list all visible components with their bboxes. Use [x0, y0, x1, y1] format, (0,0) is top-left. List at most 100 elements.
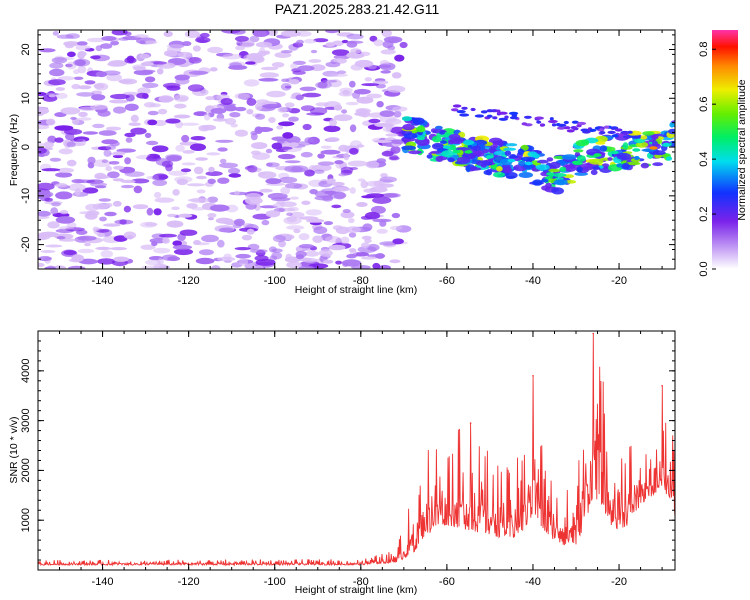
spectrogram-noise-blob [366, 93, 382, 99]
spectrogram-noise-blob [376, 158, 386, 164]
spectrogram-noise-blob [193, 166, 204, 175]
spectrogram-noise-blob [207, 46, 224, 54]
spectrogram-noise-blob [252, 152, 271, 160]
spectrogram-noise-blob [304, 169, 315, 177]
spectrogram-noise-blob [372, 218, 392, 223]
spectrogram-noise-blob [192, 45, 201, 52]
spectrogram-noise-blob [372, 262, 381, 269]
spectrogram-noise-blob [352, 91, 361, 99]
spectrogram-track-core [662, 142, 671, 147]
spectrogram-noise-blob [246, 228, 255, 235]
spectrogram-noise-blob [66, 159, 77, 167]
spectrogram-noise-blob [298, 244, 315, 249]
spectrogram-noise-blob [100, 250, 114, 258]
spectrogram-noise-blob [390, 225, 403, 231]
spectrogram-track-blob [403, 132, 418, 139]
spectrogram-noise-blob [341, 109, 348, 114]
spectrogram-track-blob [546, 157, 554, 162]
spectrogram-noise-blob [212, 118, 228, 122]
spectrogram-noise-blob [361, 195, 376, 199]
spectrogram-noise-blob [399, 41, 408, 49]
spectrogram-noise-blob [188, 70, 209, 75]
spectrogram-noise-blob [262, 103, 282, 109]
spectrogram-track-blob [622, 142, 629, 150]
spectrogram-noise-blob [284, 160, 301, 164]
spectrogram-track-blob [633, 138, 646, 144]
spectrogram-noise-blob [119, 219, 127, 225]
spectrogram-noise-blob [56, 34, 74, 39]
spectrogram-noise-blob [300, 151, 313, 158]
spectrogram-noise-blob [337, 70, 347, 75]
spectrogram-noise-blob [49, 68, 65, 77]
spectrogram-noise-blob [77, 117, 92, 121]
spectrogram-noise-blob [195, 157, 208, 161]
spectrogram-noise-blob [249, 249, 268, 254]
spectrogram-noise-blob [331, 49, 350, 56]
spectrogram-noise-blob [372, 80, 389, 85]
spectrogram-noise-blob [139, 53, 150, 59]
spectrogram-noise-blob [97, 258, 116, 265]
spectrogram-noise-blob [68, 183, 86, 192]
spectrogram-noise-blob [298, 265, 315, 269]
spectrogram-noise-blob [157, 174, 169, 180]
spectrogram-noise-blob [279, 176, 298, 184]
spectrogram-noise-blob [222, 53, 242, 60]
spectrogram-noise-blob [373, 180, 385, 187]
spectrogram-track-blob [573, 149, 584, 153]
spectrogram-noise-blob [143, 102, 156, 108]
spectrogram-noise-blob [364, 211, 381, 220]
spectrogram-noise-blob [145, 259, 161, 266]
chart-title: PAZ1.2025.283.21.42.G11 [275, 1, 440, 17]
spectrogram-noise-blob [368, 118, 381, 124]
spectrogram-noise-blob [97, 232, 106, 237]
snr-ylabel: SNR (10 * v/v) [8, 416, 20, 483]
spectrogram-noise-blob [94, 175, 110, 179]
spectrogram-noise-blob [349, 147, 359, 155]
spectrogram-branch-blob [614, 128, 623, 132]
spectrogram-noise-blob [385, 118, 402, 125]
spectrogram-track-blob [431, 135, 442, 143]
spectrogram-track-blob [591, 166, 601, 170]
spectrogram-track-blob [472, 145, 481, 151]
spectrogram-noise-blob [188, 57, 202, 64]
spectrogram-noise-blob [124, 57, 137, 64]
spectrogram-noise-blob [245, 61, 256, 65]
spectrogram-track-blob [448, 134, 461, 140]
spectrogram-noise-blob [325, 30, 339, 34]
spectrogram-track-blob [435, 125, 443, 130]
spectrogram-noise-blob [381, 30, 392, 38]
spectrogram-noise-blob [161, 160, 174, 168]
spectrogram-noise-blob [141, 265, 162, 269]
spectrogram-xlabel: Height of straight line (km) [295, 284, 418, 296]
spectrogram-noise-blob [378, 264, 391, 269]
spectrogram-noise-blob [110, 40, 119, 46]
x-tick-label: -80 [353, 275, 369, 287]
spectrogram-branch-blob [470, 107, 476, 112]
spectrogram-noise-blob [45, 118, 56, 126]
spectrogram-noise-blob [338, 173, 347, 177]
spectrogram-noise-blob [44, 197, 53, 202]
spectrogram-noise-blob [255, 113, 266, 120]
spectrogram-noise-blob [60, 107, 81, 115]
spectrogram-noise-blob [70, 138, 84, 142]
spectrogram-noise-blob [394, 54, 405, 62]
colorbar-ticks: 0.0 0.2 0.4 0.6 0.8 [698, 42, 716, 277]
spectrogram-branch-blob [539, 123, 545, 127]
spectrogram-noise-blob [38, 91, 47, 97]
spectrogram-noise-blob [228, 173, 242, 178]
spectrogram-noise-blob [63, 250, 77, 256]
spectrogram-noise-blob [113, 235, 128, 242]
spectrogram-noise-blob [193, 111, 208, 117]
spectrogram-branch-blob [452, 104, 462, 108]
spectrogram-track-blob [559, 166, 567, 172]
spectrogram-noise-blob [338, 144, 349, 152]
spectrogram-track-blob [640, 162, 650, 169]
spectrogram-noise-blob [335, 260, 342, 265]
spectrogram-track-blob [574, 172, 588, 176]
spectrogram-noise-blob [245, 196, 263, 205]
spectrogram-noise-blob [198, 249, 214, 256]
spectrogram-noise-blob [124, 31, 132, 37]
spectrogram-noise-blob [130, 114, 139, 123]
spectrogram-noise-blob [211, 265, 221, 269]
spectrogram-track-blob [601, 163, 610, 169]
